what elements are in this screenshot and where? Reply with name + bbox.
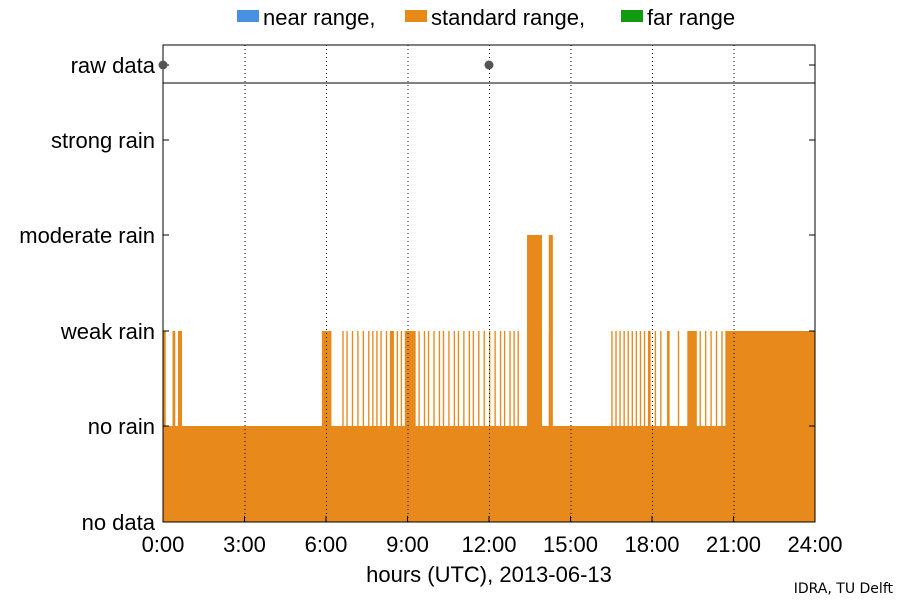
main-plot	[162, 45, 816, 523]
bar-weak-rain	[385, 331, 388, 427]
bar-weak-rain	[404, 331, 416, 427]
bar-weak-rain	[423, 331, 426, 427]
legend-label: far range	[647, 5, 735, 30]
legend-swatch	[237, 10, 259, 22]
bar-weak-rain	[660, 331, 662, 427]
bar-weak-rain	[396, 331, 398, 427]
bar-weak-rain	[627, 331, 629, 427]
bar-weak-rain	[478, 331, 480, 427]
legend: near range, standard range, far range	[237, 5, 735, 30]
x-tick-label: 21:00	[706, 532, 761, 557]
legend-label: standard range,	[431, 5, 585, 30]
x-tick-label: 9:00	[386, 532, 429, 557]
bar-weak-rain	[351, 331, 354, 427]
bar-weak-rain	[368, 331, 370, 427]
bar-weak-rain	[631, 331, 633, 427]
bar-weak-rain	[715, 331, 718, 427]
bar-weak-rain	[372, 331, 374, 427]
legend-label: near range,	[263, 5, 376, 30]
x-tick-label: 0:00	[142, 532, 185, 557]
y-tick-label: no rain	[88, 414, 155, 439]
bar-weak-rain	[472, 331, 475, 427]
bar-weak-rain	[448, 331, 450, 427]
bar-weak-rain	[389, 331, 394, 427]
bar-weak-rain	[509, 331, 511, 427]
raw-data-points	[158, 60, 494, 70]
bar-weak-rain	[611, 331, 613, 427]
bar-weak-rain	[615, 331, 617, 427]
bar-weak-rain	[362, 331, 365, 427]
bar-weak-rain	[654, 331, 657, 427]
bar-weak-rain	[433, 331, 435, 427]
x-tick-label: 12:00	[461, 532, 516, 557]
bar-weak-rain	[346, 331, 348, 427]
bar-weak-rain	[517, 331, 519, 427]
legend-swatch	[621, 10, 643, 22]
y-axis: no data no rain weak rain moderate rain stro…	[19, 53, 815, 535]
bar-moderate-rain	[527, 235, 542, 427]
bar-weak-rain	[438, 331, 441, 427]
bar-weak-rain	[639, 331, 642, 427]
bar-weak-rain	[513, 331, 515, 427]
bar-weak-rain	[357, 331, 359, 427]
x-tick-label: 6:00	[305, 532, 348, 557]
raw-data-point	[484, 60, 494, 70]
bar-weak-rain	[677, 331, 680, 427]
bar-weak-rain	[468, 331, 470, 427]
bar-weak-rain	[342, 331, 344, 427]
bar-weak-rain	[442, 331, 445, 427]
bar-weak-rain	[619, 331, 621, 427]
raw-data-label: raw data	[71, 53, 156, 78]
bars	[163, 235, 815, 522]
x-tick-label: 15:00	[543, 532, 598, 557]
y-tick-label: no data	[82, 510, 156, 535]
bar-weak-rain	[499, 331, 502, 427]
x-tick-label: 24:00	[787, 532, 842, 557]
bar-weak-rain	[427, 331, 430, 427]
x-axis: 0:00 3:00 6:00 9:00 12:00 15:00 18:00 21:00 24:0…	[142, 516, 843, 557]
y-tick-label: strong rain	[51, 128, 155, 153]
x-tick-label: 18:00	[624, 532, 679, 557]
bar-weak-rain	[643, 331, 646, 427]
bar-weak-rain	[172, 331, 176, 427]
bar-weak-rain	[457, 331, 460, 427]
bar-weak-rain	[376, 331, 378, 427]
bar-weak-rain	[704, 331, 707, 427]
bar-weak-rain	[380, 331, 382, 427]
bar-weak-rain	[494, 331, 496, 427]
bar-weak-rain	[710, 331, 712, 427]
y-tick-label: weak rain	[60, 319, 155, 344]
bar-weak-rain	[725, 331, 815, 427]
bar-weak-rain	[721, 331, 723, 427]
bar-weak-rain	[489, 331, 491, 427]
bar-weak-rain	[400, 331, 403, 427]
bar-weak-rain	[163, 331, 166, 427]
bar-moderate-rain	[548, 235, 553, 427]
bar-weak-rain	[623, 331, 625, 427]
bar-weak-rain	[177, 331, 183, 427]
bar-weak-rain	[418, 331, 420, 427]
legend-swatch	[405, 10, 427, 22]
x-tick-label: 3:00	[223, 532, 266, 557]
bar-weak-rain	[321, 331, 332, 427]
raw-data-point	[158, 60, 168, 70]
x-axis-label: hours (UTC), 2013-06-13	[366, 562, 612, 587]
bar-no-rain-baseline	[163, 426, 815, 522]
y-tick-label: moderate rain	[19, 223, 155, 248]
bar-weak-rain	[503, 331, 506, 427]
credit-text: IDRA, TU Delft	[794, 581, 894, 597]
bar-weak-rain	[647, 331, 651, 427]
bar-weak-rain	[699, 331, 701, 427]
bar-weak-rain	[687, 331, 697, 427]
bar-weak-rain	[666, 331, 670, 427]
bar-weak-rain	[463, 331, 465, 427]
bar-weak-rain	[453, 331, 456, 427]
bar-weak-rain	[483, 331, 485, 427]
bar-weak-rain	[635, 331, 638, 427]
